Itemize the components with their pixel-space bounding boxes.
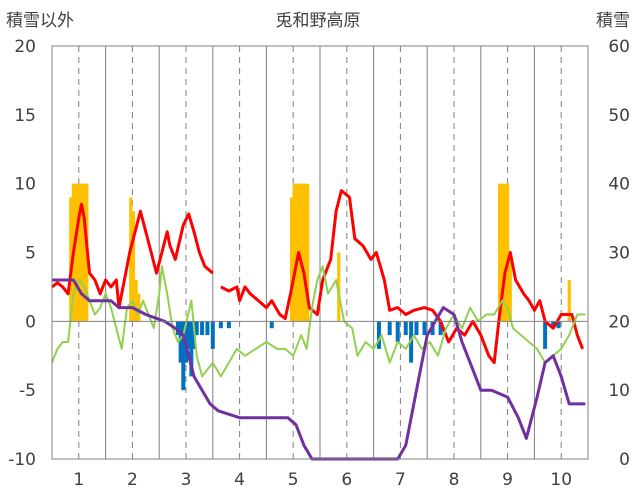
precipitation-bar — [337, 252, 341, 322]
precipitation-bar — [497, 183, 502, 322]
precipitation-bar — [300, 183, 304, 322]
right-tick-label: 30 — [608, 244, 630, 264]
precipitation-bar — [74, 183, 78, 322]
right-tick-label: 40 — [608, 175, 630, 195]
snow-change-bar — [178, 321, 183, 363]
left-tick-label: -5 — [19, 381, 36, 401]
snow-change-bar — [438, 321, 443, 336]
right-tick-label: 10 — [608, 381, 630, 401]
precipitation-bar — [77, 183, 81, 322]
precipitation-bar — [295, 183, 299, 322]
snow-change-bar — [409, 321, 414, 363]
snow-change-bar — [200, 321, 205, 336]
left-tick-label: 0 — [25, 312, 36, 332]
left-axis-ticks: 20 15 10 5 0 -5 -10 — [8, 37, 36, 470]
left-tick-label: 20 — [14, 37, 36, 57]
snow-change-bar — [226, 321, 231, 329]
snow-change-bar — [395, 321, 400, 342]
precipitation-bar — [69, 197, 73, 322]
snow-change-bar — [194, 321, 199, 336]
right-axis-title: 積雪 — [596, 11, 630, 31]
right-axis-ticks: 60 50 40 30 20 10 0 — [608, 37, 630, 470]
plot-frame — [51, 45, 589, 460]
x-tick-label: 5 — [288, 470, 299, 490]
left-tick-label: 10 — [14, 175, 36, 195]
precipitation-bar — [137, 293, 141, 322]
snow-change-bar — [186, 321, 191, 349]
x-tick-label: 4 — [234, 470, 245, 490]
snow-change-bar — [422, 321, 427, 336]
x-tick-label: 7 — [395, 470, 406, 490]
snow-change-bar — [551, 321, 556, 329]
max-temp-line-a — [51, 202, 214, 310]
precipitation-bar — [131, 211, 136, 322]
precipitation-bar — [79, 183, 84, 322]
right-tick-label: 60 — [608, 37, 630, 57]
snow-change-bar — [189, 321, 194, 377]
left-tick-label: -10 — [8, 450, 36, 470]
right-tick-label: 50 — [608, 106, 630, 126]
snow-change-bar — [205, 321, 210, 336]
max-temp-line-b — [220, 189, 585, 365]
min-temp-line — [51, 265, 586, 378]
precipitation-bar — [292, 183, 296, 322]
precipitation-bar — [82, 183, 86, 322]
snow-change-bar — [376, 321, 381, 349]
snow-change-bar — [218, 321, 223, 329]
precipitation-bar — [306, 183, 310, 322]
snow-change-bar — [403, 321, 408, 336]
precipitation-bar — [289, 197, 294, 322]
x-tick-label: 2 — [127, 470, 138, 490]
snow-change-bar — [210, 321, 215, 349]
snow-change-bar — [543, 321, 548, 349]
snow-change-bar — [181, 321, 186, 391]
precipitation-bar — [303, 183, 307, 322]
plot-border — [51, 45, 589, 460]
x-tick-label: 9 — [502, 470, 513, 490]
snow-change-bar — [269, 321, 274, 329]
x-tick-label: 6 — [341, 470, 352, 490]
x-axis-ticks: 1 2 3 4 5 6 7 8 9 10 — [73, 470, 572, 490]
x-tick-label: 8 — [449, 470, 460, 490]
chart-title: 兎和野高原 — [275, 11, 361, 31]
x-tick-label: 10 — [550, 470, 572, 490]
left-axis-title: 積雪以外 — [6, 11, 74, 31]
snow-change-bar — [387, 321, 392, 336]
precipitation-bar — [506, 183, 510, 322]
snow-change-bar — [175, 321, 180, 336]
precipitation-bar — [129, 197, 133, 322]
precipitation-bar — [134, 280, 138, 322]
precipitation-bar — [503, 183, 507, 322]
x-tick-label: 3 — [181, 470, 192, 490]
snow-change-bar — [556, 321, 561, 329]
precipitation-bar — [508, 252, 512, 322]
precipitation-bar — [567, 280, 571, 322]
x-tick-label: 1 — [73, 470, 84, 490]
snow-change-bar — [414, 321, 419, 336]
right-tick-label: 0 — [619, 450, 630, 470]
right-tick-label: 20 — [608, 312, 630, 332]
grid-lines — [78, 46, 562, 459]
left-tick-label: 15 — [14, 106, 36, 126]
precipitation-bar — [500, 183, 504, 322]
left-tick-label: 5 — [25, 244, 36, 264]
